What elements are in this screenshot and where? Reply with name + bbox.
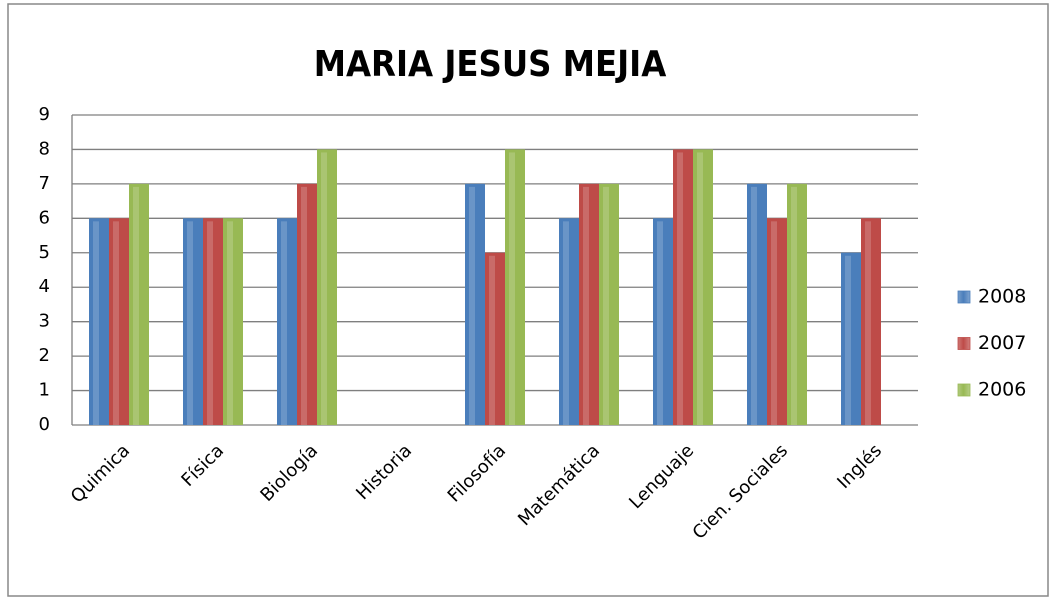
bar bbox=[89, 218, 109, 425]
bar bbox=[223, 218, 243, 425]
bar bbox=[109, 218, 129, 425]
bar bbox=[653, 218, 673, 425]
bar bbox=[559, 218, 579, 425]
bar-highlight bbox=[677, 152, 683, 425]
y-tick-label: 1 bbox=[39, 380, 50, 401]
bar bbox=[317, 149, 337, 425]
bar bbox=[277, 218, 297, 425]
bar-highlight bbox=[697, 152, 703, 425]
bar-highlight bbox=[563, 221, 569, 425]
bar bbox=[787, 183, 807, 425]
bar-highlight bbox=[281, 221, 287, 425]
bar bbox=[465, 183, 485, 425]
y-tick-label: 8 bbox=[39, 138, 50, 159]
legend-label: 2008 bbox=[978, 286, 1026, 308]
bar-highlight bbox=[301, 186, 307, 425]
y-tick-label: 0 bbox=[39, 414, 50, 435]
bar-highlight bbox=[207, 221, 213, 425]
bar bbox=[861, 218, 881, 425]
legend-swatch bbox=[957, 383, 971, 397]
bar bbox=[673, 149, 693, 425]
bar bbox=[747, 183, 767, 425]
legend-swatch bbox=[957, 290, 971, 304]
y-tick-label: 4 bbox=[39, 276, 50, 297]
y-tick-label: 2 bbox=[39, 345, 50, 366]
bar bbox=[599, 183, 619, 425]
bar bbox=[297, 183, 317, 425]
legend-label: 2006 bbox=[978, 379, 1026, 401]
bar-highlight bbox=[583, 186, 589, 425]
bar bbox=[129, 183, 149, 425]
bar-highlight bbox=[791, 186, 797, 425]
bar-highlight bbox=[93, 221, 99, 425]
bar-highlight bbox=[133, 186, 139, 425]
bar bbox=[767, 218, 787, 425]
bar-highlight bbox=[771, 221, 777, 425]
y-tick-label: 7 bbox=[39, 173, 50, 194]
bar-highlight bbox=[845, 255, 851, 425]
legend-label: 2007 bbox=[978, 332, 1026, 354]
chart-title: MARIA JESUS MEJIA bbox=[314, 44, 667, 85]
bar bbox=[203, 218, 223, 425]
y-tick-label: 3 bbox=[39, 311, 50, 332]
bar-highlight bbox=[113, 221, 119, 425]
bar-highlight bbox=[469, 186, 475, 425]
bar bbox=[505, 149, 525, 425]
bar-highlight bbox=[751, 186, 757, 425]
bar bbox=[183, 218, 203, 425]
bar-highlight bbox=[603, 186, 609, 425]
legend-swatch bbox=[957, 337, 971, 350]
bar-highlight bbox=[227, 221, 233, 425]
y-tick-label: 5 bbox=[39, 242, 50, 263]
bar bbox=[579, 183, 599, 425]
bar-highlight bbox=[489, 255, 495, 425]
bar-highlight bbox=[865, 221, 871, 425]
bar-highlight bbox=[321, 152, 327, 425]
bar-highlight bbox=[187, 221, 193, 425]
bar-highlight bbox=[657, 221, 663, 425]
bar bbox=[485, 252, 505, 425]
bar bbox=[693, 149, 713, 425]
bar bbox=[841, 252, 861, 425]
y-tick-label: 9 bbox=[39, 104, 50, 125]
bar-highlight bbox=[509, 152, 515, 425]
y-tick-label: 6 bbox=[39, 207, 50, 228]
